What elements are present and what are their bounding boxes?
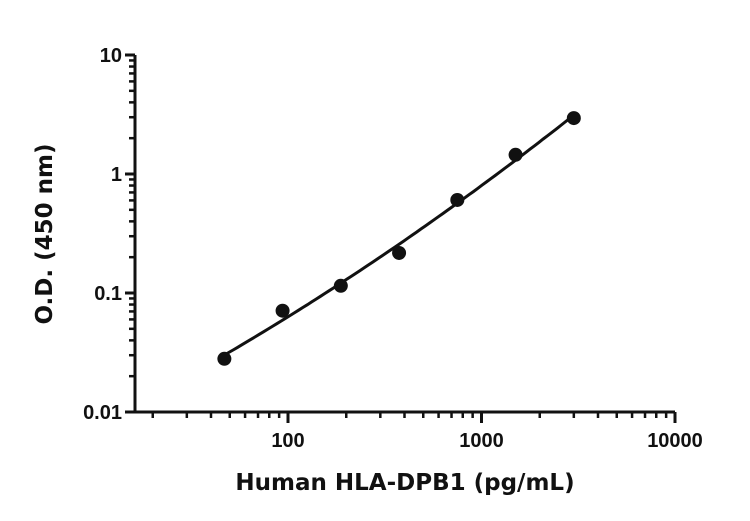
x-axis-title: Human HLA-DPB1 (pg/mL) (235, 470, 574, 496)
data-point (392, 245, 407, 260)
x-tick-labels: 100 1000 10000 (271, 430, 703, 452)
y-tick-label: 0.01 (83, 402, 122, 424)
data-point (333, 278, 348, 293)
y-axis-title: O.D. (450 nm) (32, 143, 58, 324)
y-tick-label: 1 (111, 164, 122, 186)
data-point (508, 147, 523, 162)
x-tick-label: 100 (271, 430, 304, 452)
y-tick-label: 10 (100, 45, 122, 67)
x-tick-label: 10000 (647, 430, 703, 452)
y-tick-labels: 0.01 0.1 1 10 (83, 45, 122, 424)
x-tick-label: 1000 (459, 430, 504, 452)
data-point (217, 351, 232, 366)
data-point (450, 192, 465, 207)
data-point (566, 111, 581, 126)
axes (133, 55, 675, 414)
data-point (275, 303, 290, 318)
tick-marks (125, 53, 677, 423)
y-tick-label: 0.1 (94, 283, 122, 305)
data-points (217, 111, 581, 366)
